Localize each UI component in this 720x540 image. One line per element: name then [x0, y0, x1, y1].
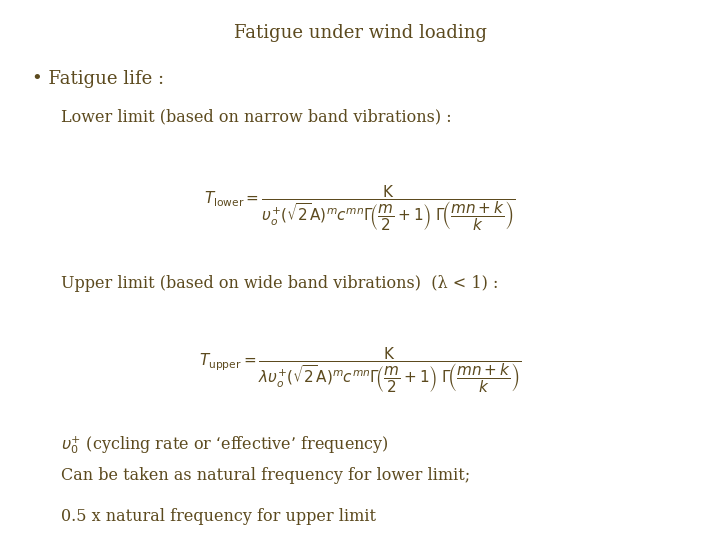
Text: 0.5 x natural frequency for upper limit: 0.5 x natural frequency for upper limit [61, 508, 376, 524]
Text: Fatigue under wind loading: Fatigue under wind loading [233, 24, 487, 42]
Text: Can be taken as natural frequency for lower limit;: Can be taken as natural frequency for lo… [61, 467, 470, 484]
Text: $T_{\mathrm{upper}} = \dfrac{\mathrm{K}}{\lambda\upsilon_{o}^{+}(\sqrt{2}\mathrm: $T_{\mathrm{upper}} = \dfrac{\mathrm{K}}… [199, 346, 521, 395]
Text: $\upsilon_{0}^{+}$ (cycling rate or ‘effective’ frequency): $\upsilon_{0}^{+}$ (cycling rate or ‘eff… [61, 435, 389, 456]
Text: $T_{\mathrm{lower}} = \dfrac{\mathrm{K}}{\upsilon_{o}^{+}(\sqrt{2}\mathrm{A})^{m: $T_{\mathrm{lower}} = \dfrac{\mathrm{K}}… [204, 184, 516, 233]
Text: Upper limit (based on wide band vibrations)  (λ < 1) :: Upper limit (based on wide band vibratio… [61, 275, 498, 292]
Text: Lower limit (based on narrow band vibrations) :: Lower limit (based on narrow band vibrat… [61, 108, 452, 125]
Text: • Fatigue life :: • Fatigue life : [32, 70, 165, 88]
